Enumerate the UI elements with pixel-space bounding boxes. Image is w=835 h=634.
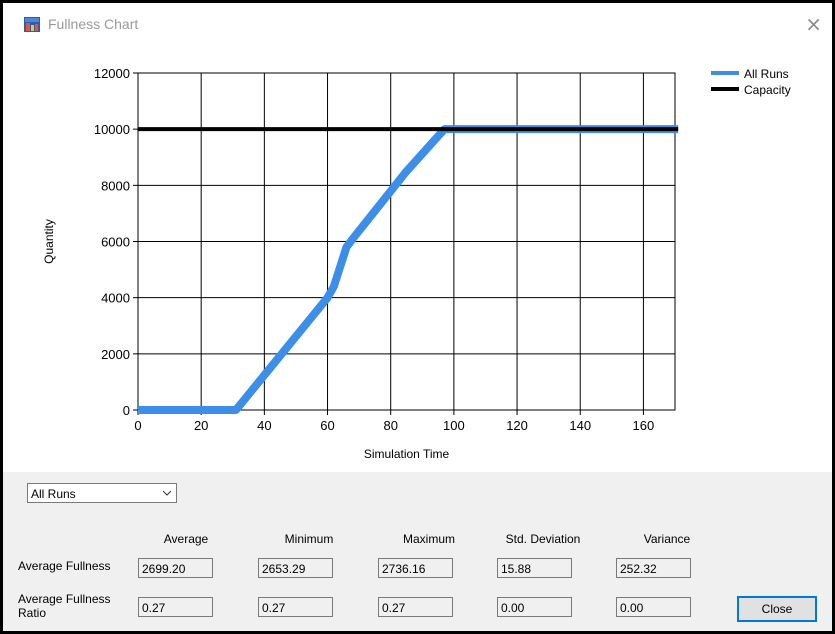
fullness-chart-window: Fullness Chart × 0 20 40 60 80 100 120 140 160 0 2…: [3, 3, 832, 631]
x-tick-label: 120: [506, 418, 528, 433]
ratio-minimum-field[interactable]: 0.27: [258, 597, 333, 617]
x-tick-label: 0: [134, 418, 141, 433]
title-bar: Fullness Chart ×: [3, 3, 832, 43]
x-axis-title: Simulation Time: [364, 447, 450, 461]
x-tick-label: 140: [569, 418, 591, 433]
avg-fullness-minimum-field[interactable]: 2653.29: [258, 558, 333, 578]
y-axis-title: Quantity: [42, 219, 56, 264]
avg-fullness-variance-field[interactable]: 252.32: [616, 558, 691, 578]
x-tick-label: 60: [320, 418, 334, 433]
x-tick-label: 40: [257, 418, 271, 433]
avg-fullness-average-field[interactable]: 2699.20: [138, 558, 213, 578]
run-select-value: All Runs: [31, 487, 76, 501]
row-label-line2: Ratio: [18, 606, 47, 620]
y-tick-label: 8000: [101, 178, 130, 193]
chevron-down-icon: [163, 490, 171, 496]
close-button[interactable]: Close: [737, 596, 817, 622]
ratio-variance-field[interactable]: 0.00: [616, 597, 691, 617]
ratio-std-deviation-field[interactable]: 0.00: [497, 597, 572, 617]
y-tick-label: 4000: [101, 291, 130, 306]
x-tick-label: 100: [443, 418, 465, 433]
row-label-average-fullness-ratio: Average Fullness Ratio: [18, 592, 111, 620]
col-header-std-deviation: Std. Deviation: [505, 532, 581, 546]
col-header-minimum: Minimum: [284, 532, 334, 546]
plot-border: [137, 72, 676, 411]
window-title: Fullness Chart: [48, 16, 139, 32]
legend-label-capacity: Capacity: [744, 83, 791, 97]
row-label-line1: Average Fullness: [18, 592, 111, 606]
legend-label-all-runs: All Runs: [744, 67, 789, 81]
y-tick-label: 0: [123, 403, 130, 418]
x-tick-label: 20: [194, 418, 208, 433]
row-label-average-fullness: Average Fullness: [18, 559, 111, 573]
run-select[interactable]: All Runs: [27, 483, 177, 503]
ratio-maximum-field[interactable]: 0.27: [378, 597, 453, 617]
window-close-icon[interactable]: ×: [805, 12, 822, 36]
y-tick-label: 2000: [101, 347, 130, 362]
avg-fullness-maximum-field[interactable]: 2736.16: [378, 558, 453, 578]
ratio-average-field[interactable]: 0.27: [138, 597, 213, 617]
col-header-variance: Variance: [643, 532, 691, 546]
col-header-maximum: Maximum: [402, 532, 455, 546]
avg-fullness-std-deviation-field[interactable]: 15.88: [497, 558, 572, 578]
y-tick-label: 6000: [101, 235, 130, 250]
x-tick-label: 160: [633, 418, 655, 433]
col-header-average: Average: [163, 532, 209, 546]
chart-area: 0 20 40 60 80 100 120 140 160 0 2000 4000 6000 8000 10…: [3, 43, 832, 472]
app-icon: [24, 17, 40, 32]
series-line-all-runs: [138, 125, 679, 414]
fullness-line-chart: 0 20 40 60 80 100 120 140 160 0 2000 4000 6000 8000 10…: [42, 66, 791, 461]
y-tick-label: 12000: [94, 66, 130, 81]
stats-panel: All Runs Average Minimum Maximum Std. De…: [3, 472, 832, 631]
x-tick-label: 80: [383, 418, 397, 433]
y-tick-label: 10000: [94, 122, 130, 137]
